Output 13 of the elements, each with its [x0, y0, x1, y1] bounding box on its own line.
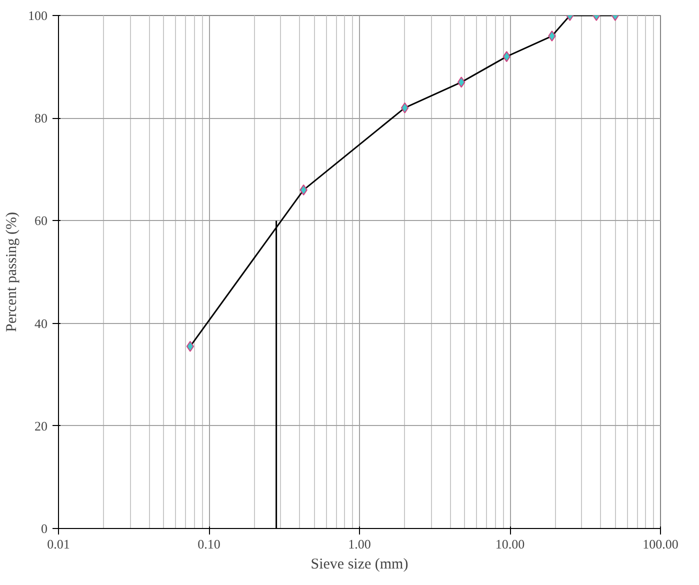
y-tick-label: 60 — [34, 213, 48, 228]
x-tick-label: 0.10 — [198, 536, 220, 552]
x-tick-label: 1.00 — [348, 536, 371, 552]
x-axis-title: Sieve size (mm) — [310, 556, 408, 572]
x-tick-label: 10.00 — [495, 536, 525, 552]
y-tick-label: 80 — [34, 110, 48, 126]
y-tick-label: 100 — [28, 8, 48, 23]
y-tick-label: 0 — [41, 521, 48, 536]
x-tick-label: 100.00 — [642, 536, 678, 552]
x-tick-label: 0.01 — [47, 536, 70, 552]
y-tick-label: 20 — [34, 418, 48, 434]
y-tick-label: 40 — [34, 316, 48, 331]
y-axis-title: Percent passing (%) — [4, 212, 20, 332]
